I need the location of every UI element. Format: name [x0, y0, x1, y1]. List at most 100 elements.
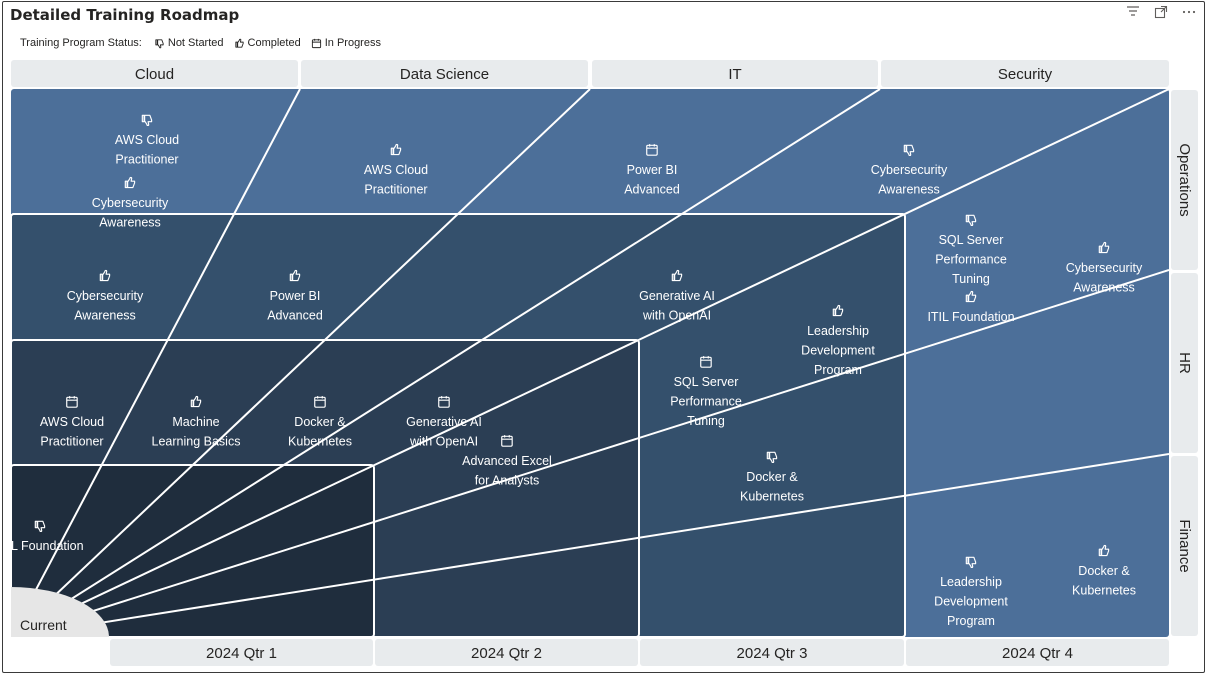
icon-shape	[34, 520, 46, 533]
roadmap-item-label: Power BI Advanced	[267, 289, 323, 323]
calendar-icon	[438, 396, 450, 408]
roadmap-item-label: Cybersecurity Awareness	[871, 163, 948, 197]
radial-divider-line	[11, 89, 1169, 637]
column-header-it[interactable]	[592, 60, 878, 87]
roadmap-item-label: ITIL Foundation	[927, 310, 1014, 324]
roadmap-item[interactable]: Cybersecurity Awareness	[92, 176, 169, 230]
time-header-3[interactable]	[640, 639, 904, 666]
thumbs-down-icon	[766, 451, 778, 464]
icon-shape	[501, 435, 513, 440]
radial-divider-line	[11, 89, 591, 637]
roadmap-item[interactable]: Advanced Excel for Analysts	[462, 435, 552, 488]
row-header-finance[interactable]	[1171, 456, 1198, 636]
icon-shape	[965, 290, 977, 303]
column-header-data-science[interactable]	[301, 60, 588, 87]
legend-item-not-started[interactable]: Not Started	[154, 37, 224, 49]
roadmap-item[interactable]: ITIL Foundation	[0, 520, 84, 553]
time-header-1[interactable]	[110, 639, 373, 666]
thumbs-up-icon	[671, 269, 683, 282]
thumbs-up-icon	[965, 290, 977, 303]
roadmap-item-label: AWS Cloud Practitioner	[364, 163, 428, 197]
row-header-hr[interactable]	[1171, 273, 1198, 453]
thumbs-down-icon	[155, 38, 164, 48]
icon-shape	[832, 304, 844, 317]
thumbs-up-icon	[832, 304, 844, 317]
column-header-label: Security	[998, 66, 1053, 83]
thumbs-up-icon	[234, 38, 244, 48]
roadmap-item[interactable]: Docker & Kubernetes	[740, 451, 804, 504]
visual-toolbar	[1125, 4, 1197, 20]
time-header-label: 2024 Qtr 4	[1002, 645, 1073, 662]
roadmap-item[interactable]: SQL Server Performance Tuning	[670, 356, 742, 428]
icon-shape	[314, 396, 326, 408]
roadmap-item[interactable]: Cybersecurity Awareness	[871, 144, 948, 197]
roadmap-item[interactable]: SQL Server Performance Tuning	[935, 214, 1007, 286]
column-header-label: IT	[728, 66, 741, 83]
icon-shape	[438, 396, 450, 408]
thumbs-up-icon	[390, 143, 402, 156]
roadmap-item-label: Generative AI with OpenAI	[406, 415, 482, 449]
roadmap-item[interactable]: ITIL Foundation	[927, 290, 1015, 324]
current-label: Current	[20, 617, 67, 633]
roadmap-item[interactable]: Docker & Kubernetes	[1072, 544, 1136, 598]
visual-title: Detailed Training Roadmap	[10, 6, 240, 24]
roadmap-item-label: Leadership Development Program	[934, 575, 1008, 628]
focus-mode-icon[interactable]	[1153, 4, 1169, 20]
thumbs-up-icon	[1098, 544, 1110, 557]
time-header-2[interactable]	[375, 639, 638, 666]
legend-item-completed[interactable]: Completed	[234, 37, 301, 49]
time-header-label: 2024 Qtr 3	[737, 645, 808, 662]
column-header-cloud[interactable]	[11, 60, 298, 87]
icon-shape	[1098, 241, 1110, 254]
time-header-4[interactable]	[906, 639, 1169, 666]
icon-shape	[66, 396, 78, 401]
legend-title: Training Program Status:	[20, 37, 142, 49]
roadmap-item-label: SQL Server Performance Tuning	[670, 375, 742, 428]
roadmap-item-label: Cybersecurity Awareness	[1066, 261, 1143, 295]
filter-icon[interactable]	[1125, 4, 1141, 20]
icon-shape	[289, 269, 301, 282]
icon-shape	[965, 556, 977, 569]
icon-shape	[390, 143, 402, 156]
roadmap-item[interactable]: Generative AI with OpenAI	[639, 269, 715, 323]
roadmap-item[interactable]: Power BI Advanced	[267, 269, 323, 323]
icon-shape	[501, 435, 513, 447]
legend-label: Completed	[247, 37, 301, 49]
radial-divider-line	[11, 89, 881, 637]
roadmap-item[interactable]: Generative AI with OpenAI	[406, 396, 482, 449]
time-header-label: 2024 Qtr 2	[471, 645, 542, 662]
roadmap-item[interactable]: Power BI Advanced	[624, 144, 680, 197]
roadmap-item[interactable]: Leadership Development Program	[801, 304, 875, 377]
more-options-icon[interactable]	[1181, 4, 1197, 20]
icon-shape	[141, 114, 153, 127]
roadmap-item-label: Docker & Kubernetes	[288, 415, 352, 449]
thumbs-up-icon	[99, 269, 111, 282]
thumbs-down-icon	[34, 520, 46, 533]
roadmap-item[interactable]: AWS Cloud Practitioner	[40, 396, 104, 449]
roadmap-item[interactable]: AWS Cloud Practitioner	[115, 114, 179, 167]
legend-item-in-progress[interactable]: In Progress	[311, 37, 381, 49]
calendar-icon	[646, 144, 658, 156]
icon-shape	[700, 356, 712, 361]
plot-area: AWS Cloud Practitioner Cybersecurity Awaren…	[0, 89, 1169, 637]
row-header-operations[interactable]	[1171, 90, 1198, 270]
roadmap-item[interactable]: Docker & Kubernetes	[288, 396, 352, 449]
roadmap-item[interactable]: Machine Learning Basics	[152, 395, 241, 449]
roadmap-item[interactable]: AWS Cloud Practitioner	[364, 143, 428, 197]
legend-label: In Progress	[324, 37, 381, 49]
legend: Training Program Status: Not Started Com…	[20, 37, 381, 49]
roadmap-item[interactable]: Cybersecurity Awareness	[1066, 241, 1143, 295]
icon-shape	[99, 269, 111, 282]
column-header-security[interactable]	[881, 60, 1169, 87]
row-header-label: Finance	[1176, 519, 1193, 572]
thumbs-down-icon	[965, 556, 977, 569]
row-header-label: HR	[1176, 352, 1193, 374]
roadmap-item-label: Docker & Kubernetes	[740, 470, 804, 504]
current-center	[11, 587, 109, 637]
roadmap-item[interactable]: Cybersecurity Awareness	[67, 269, 144, 323]
roadmap-item[interactable]: Leadership Development Program	[934, 556, 1008, 628]
thumbs-down-icon	[903, 144, 915, 157]
thumbs-up-icon	[289, 269, 301, 282]
icon-shape	[646, 144, 658, 149]
